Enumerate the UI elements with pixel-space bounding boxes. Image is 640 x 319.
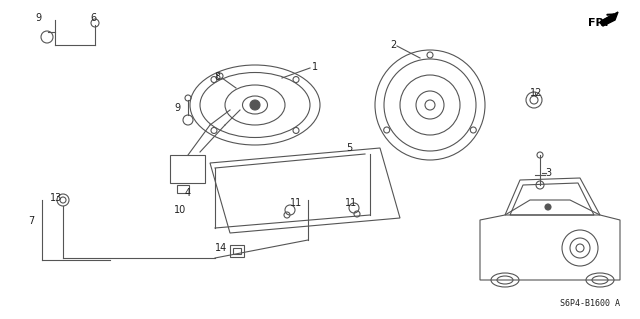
Bar: [170, 155, 205, 183]
Text: 7: 7: [28, 216, 35, 226]
Text: FR.: FR.: [588, 18, 609, 28]
Text: 8: 8: [214, 72, 220, 82]
Bar: [177, 185, 189, 193]
Text: 11: 11: [345, 198, 357, 208]
Text: 9: 9: [35, 13, 41, 23]
Bar: [230, 245, 244, 257]
Text: 9: 9: [174, 103, 180, 113]
Text: 2: 2: [390, 40, 396, 50]
Text: 5: 5: [346, 143, 352, 153]
Polygon shape: [600, 12, 618, 26]
Bar: [233, 248, 241, 254]
Text: 3: 3: [545, 168, 551, 178]
Text: 1: 1: [312, 62, 318, 72]
Text: 10: 10: [174, 205, 186, 215]
Text: 11: 11: [290, 198, 302, 208]
Circle shape: [545, 204, 551, 210]
Text: S6P4-B1600 A: S6P4-B1600 A: [560, 299, 620, 308]
Text: 4: 4: [185, 188, 191, 198]
Circle shape: [250, 100, 260, 110]
Text: 13: 13: [50, 193, 62, 203]
Text: 14: 14: [215, 243, 227, 253]
Text: 12: 12: [530, 88, 542, 98]
Text: 6: 6: [90, 13, 96, 23]
